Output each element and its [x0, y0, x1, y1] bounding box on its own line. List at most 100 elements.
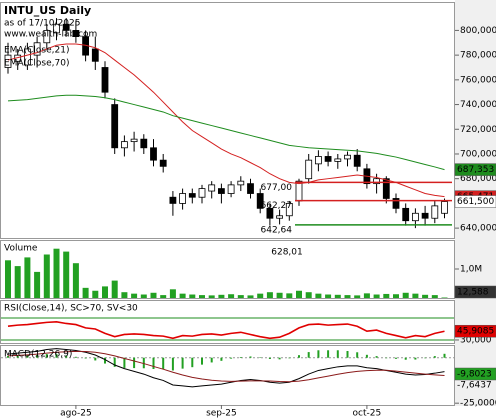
volume-bar: [14, 266, 21, 298]
candle-body: [179, 193, 187, 204]
volume-bar: [189, 294, 196, 298]
volume-bar: [305, 292, 312, 298]
histogram-bar: [288, 357, 291, 359]
candle-body: [72, 30, 80, 37]
annotation: 628,01: [271, 248, 303, 258]
volume-bar: [53, 248, 60, 298]
volume-bar: [237, 295, 244, 298]
histogram-bar: [268, 357, 271, 359]
panel-title: Volume: [4, 244, 38, 254]
histogram-bar: [346, 351, 349, 358]
ema-line: [7, 43, 445, 198]
histogram-bar: [278, 357, 281, 360]
last-value-label: -7,6437: [457, 381, 492, 391]
volume-bar: [363, 293, 370, 298]
subtitle: as of 17/10/2025: [4, 19, 80, 29]
volume-bar: [92, 290, 99, 298]
histogram-bar: [133, 357, 136, 369]
volume-bar: [102, 286, 108, 298]
volume-bar: [72, 263, 79, 298]
last-value-box: [454, 195, 496, 208]
histogram-bar: [210, 357, 213, 363]
histogram-bar: [94, 357, 97, 361]
volume-bar: [257, 293, 264, 298]
histogram-bar: [307, 352, 310, 358]
candle-body: [392, 198, 400, 209]
y-tick-label: 700,000: [460, 149, 496, 159]
histogram-bar: [220, 357, 223, 361]
volume-bar: [121, 292, 128, 298]
volume-bar: [63, 251, 70, 298]
histogram-bar: [84, 357, 87, 359]
volume-panel: [0, 240, 455, 299]
candle-body: [43, 30, 51, 44]
histogram-bar: [424, 357, 427, 359]
y-tick-label: 760,000: [460, 75, 496, 85]
histogram-bar: [152, 357, 155, 369]
volume-bar: [373, 294, 380, 298]
level-label: 642,64: [261, 225, 293, 235]
volume-bar: [441, 297, 448, 298]
candle-body: [23, 48, 31, 66]
candle-body: [140, 138, 148, 149]
last-value-box: [454, 163, 496, 176]
candle-body: [159, 159, 167, 167]
candle-body: [314, 156, 322, 165]
last-value-box: [454, 324, 496, 338]
histogram-bar: [356, 352, 359, 358]
histogram-bar: [201, 357, 203, 365]
y-tick-label: 740,000: [460, 100, 496, 110]
histogram-bar: [249, 356, 252, 358]
candle-body: [276, 215, 284, 219]
x-tick-label: ago-25: [60, 409, 92, 419]
last-value-label: -9,8023: [457, 370, 492, 380]
candle-body: [411, 212, 419, 222]
volume-bar: [325, 294, 332, 298]
histogram-bar: [395, 357, 397, 359]
volume-bar: [266, 292, 273, 298]
volume-bar: [111, 280, 118, 298]
y-tick-label: 680,000: [460, 174, 496, 184]
source: www.wealth-lab.com: [4, 30, 97, 40]
histogram-bar: [16, 355, 19, 358]
y-tick-label: 30,000: [460, 335, 492, 345]
histogram-bar: [7, 355, 9, 358]
chart-title: INTU_US Daily: [4, 4, 91, 17]
volume-bar: [150, 292, 157, 298]
candle-body: [324, 156, 332, 162]
last-value-box: [454, 367, 496, 381]
candle-body: [382, 178, 390, 199]
histogram-bar: [181, 357, 184, 369]
candle-body: [227, 184, 235, 194]
volume-bar: [393, 294, 399, 298]
histogram-bar: [142, 357, 145, 369]
candle-body: [62, 23, 70, 31]
volume-bar: [334, 294, 341, 298]
rsi-panel: [0, 300, 455, 344]
y-tick-label: 720,000: [460, 125, 496, 135]
histogram-bar: [327, 350, 330, 358]
volume-bar: [247, 295, 254, 298]
histogram-bar: [414, 357, 417, 360]
histogram-bar: [365, 354, 368, 358]
volume-bar: [344, 295, 351, 298]
histogram-bar: [375, 356, 378, 358]
volume-bar: [228, 294, 235, 298]
histogram-bar: [191, 357, 194, 368]
histogram-bar: [162, 357, 165, 369]
candle-body: [305, 159, 313, 180]
volume-bar: [131, 293, 138, 298]
candle-body: [373, 178, 381, 185]
candle-body: [121, 141, 128, 149]
candle-body: [198, 188, 206, 198]
volume-bar: [383, 293, 390, 298]
candle-body: [237, 180, 245, 186]
legend-entry: EMA(Close,70): [4, 59, 69, 69]
volume-bar: [169, 289, 176, 298]
y-tick-label: 1,0M: [460, 265, 482, 275]
macd-line: [7, 350, 445, 383]
candle-body: [441, 201, 448, 214]
histogram-bar: [45, 354, 48, 358]
